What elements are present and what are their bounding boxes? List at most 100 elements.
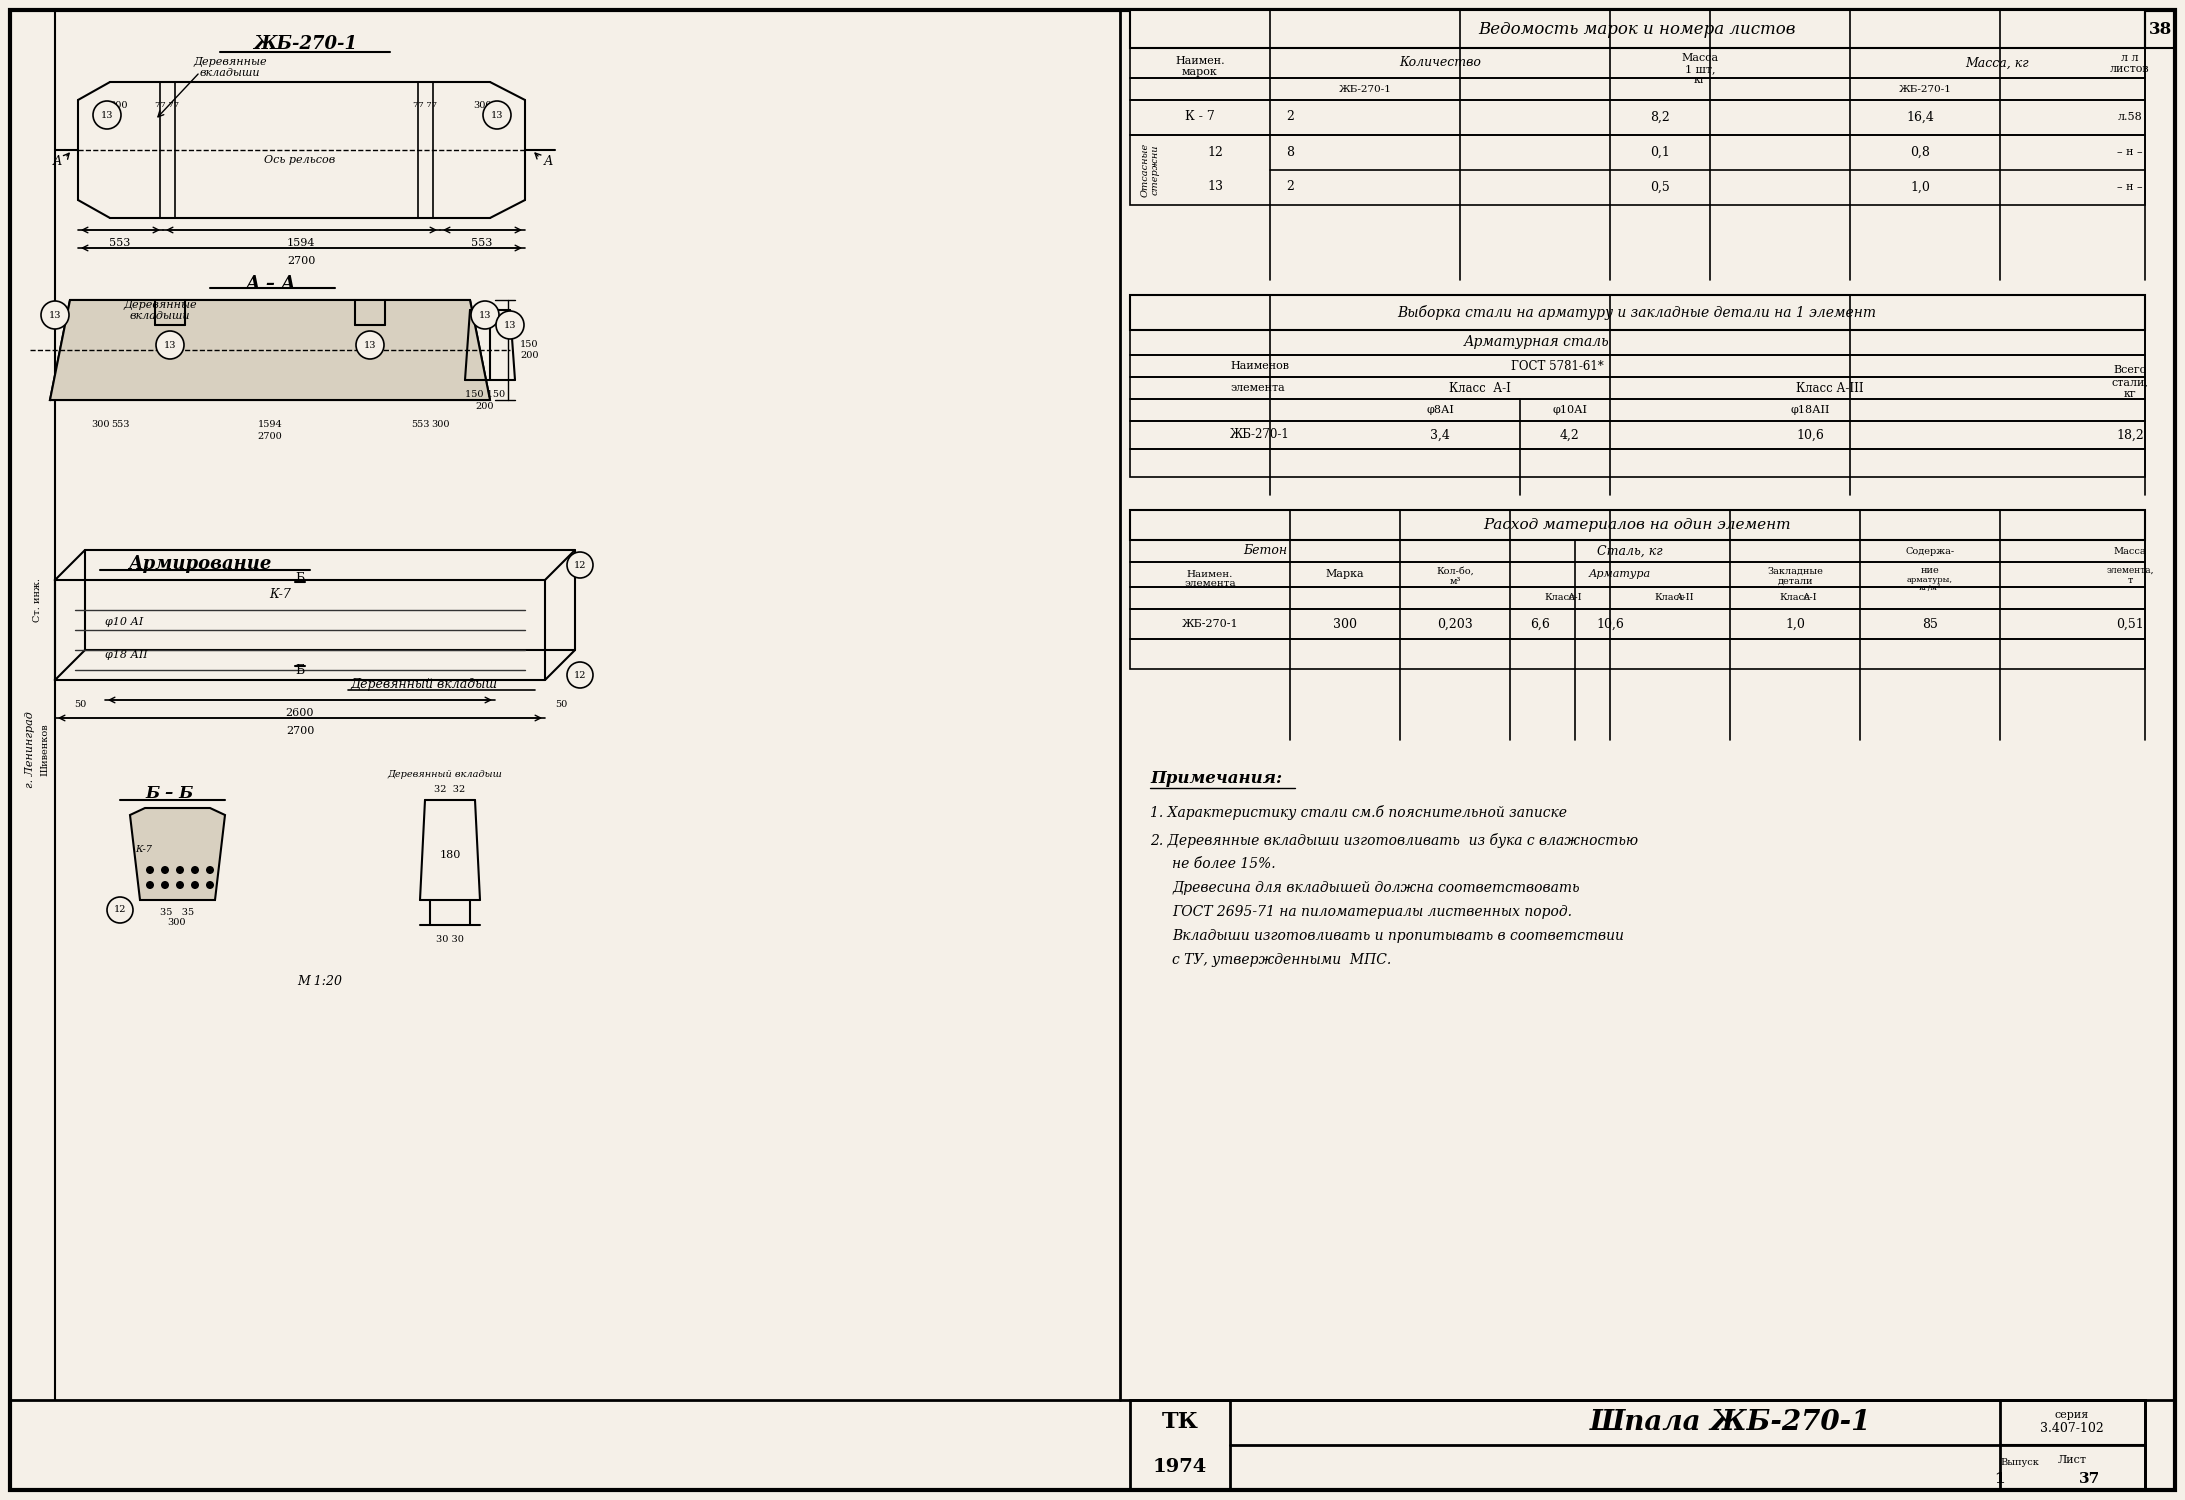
Circle shape — [496, 310, 524, 339]
Bar — [1130, 135, 2146, 206]
Text: л л: л л — [2122, 53, 2139, 63]
Text: 150 150: 150 150 — [465, 390, 505, 399]
Text: К-7: К-7 — [269, 588, 291, 602]
Text: Закладные: Закладные — [1768, 567, 1822, 576]
Text: А-II: А-II — [1676, 594, 1693, 603]
Text: Количество: Количество — [1398, 57, 1481, 69]
Bar — [1130, 48, 2146, 78]
Text: 300: 300 — [168, 918, 186, 927]
Text: А-I: А-I — [1803, 594, 1818, 603]
Text: ЖБ-270-1: ЖБ-270-1 — [1182, 620, 1239, 628]
Text: кг: кг — [1693, 75, 1706, 86]
Text: 18,2: 18,2 — [2115, 429, 2143, 441]
Circle shape — [472, 302, 498, 328]
Circle shape — [190, 880, 199, 890]
Bar — [1130, 609, 2146, 639]
Text: ЖБ-270-1: ЖБ-270-1 — [1339, 84, 1392, 93]
Text: – н –: – н – — [2117, 147, 2143, 158]
Text: Арматура: Арматура — [1588, 568, 1652, 579]
Text: Сталь, кг: Сталь, кг — [1597, 544, 1663, 558]
Text: Масса: Масса — [2113, 546, 2146, 555]
Circle shape — [94, 100, 120, 129]
Text: 50: 50 — [74, 700, 85, 709]
Text: с ТУ, утвержденными  МПС.: с ТУ, утвержденными МПС. — [1171, 952, 1392, 968]
Text: 13: 13 — [479, 310, 492, 320]
Text: Ось рельсов: Ось рельсов — [264, 154, 336, 165]
Circle shape — [177, 880, 184, 890]
Text: 4,2: 4,2 — [1560, 429, 1580, 441]
Text: 2. Деревянные вкладыши изготовливать  из бука с влажностью: 2. Деревянные вкладыши изготовливать из … — [1149, 833, 1639, 848]
Circle shape — [566, 662, 592, 688]
Text: т: т — [2128, 576, 2133, 585]
Circle shape — [566, 552, 592, 578]
Circle shape — [42, 302, 70, 328]
Polygon shape — [50, 300, 489, 400]
Text: 13: 13 — [363, 340, 376, 350]
Bar — [1130, 399, 2146, 422]
Text: 13: 13 — [505, 321, 516, 330]
Text: 200: 200 — [476, 402, 494, 411]
Circle shape — [146, 880, 153, 890]
Text: листов: листов — [2111, 64, 2150, 74]
Text: Масса: Масса — [1682, 53, 1720, 63]
Text: Содержа-: Содержа- — [1905, 546, 1956, 555]
Text: φ8АI: φ8АI — [1427, 405, 1453, 416]
Text: 1594: 1594 — [286, 238, 315, 248]
Text: Арматурная сталь: Арматурная сталь — [1464, 334, 1610, 350]
Text: 1974: 1974 — [1154, 1458, 1206, 1476]
Bar — [1130, 639, 2146, 669]
Text: 30 30: 30 30 — [437, 934, 463, 944]
Text: 13: 13 — [101, 111, 114, 120]
Bar — [1130, 100, 2146, 135]
Bar — [1130, 510, 2146, 540]
Text: ТК: ТК — [1162, 1412, 1197, 1432]
Bar — [1130, 10, 2146, 48]
Text: φ18АII: φ18АII — [1790, 405, 1829, 416]
Text: 85: 85 — [1923, 618, 1938, 630]
Text: Армирование: Армирование — [129, 555, 271, 573]
Text: 0,8: 0,8 — [1910, 146, 1929, 159]
Text: Класс: Класс — [1545, 594, 1575, 603]
Circle shape — [155, 332, 184, 358]
Text: не более 15%.: не более 15%. — [1171, 856, 1276, 871]
Text: 2700: 2700 — [258, 432, 282, 441]
Text: 553: 553 — [472, 238, 492, 248]
Text: Шпала ЖБ-270-1: Шпала ЖБ-270-1 — [1588, 1408, 1870, 1436]
Text: 32  32: 32 32 — [435, 784, 465, 794]
Text: А-I: А-I — [1567, 594, 1582, 603]
Text: вкладыши: вкладыши — [129, 310, 190, 321]
Bar — [2146, 10, 2174, 48]
Text: Расход материалов на один элемент: Расход материалов на один элемент — [1484, 518, 1792, 532]
Text: 553: 553 — [109, 238, 131, 248]
Text: Наименов: Наименов — [1230, 362, 1289, 370]
Text: Масса, кг: Масса, кг — [1964, 57, 2030, 69]
Text: 150
200: 150 200 — [520, 340, 538, 360]
Text: г. Ленинград: г. Ленинград — [24, 711, 35, 789]
Text: Марка: Марка — [1326, 568, 1363, 579]
Text: кг: кг — [2124, 388, 2137, 399]
Text: А: А — [544, 154, 553, 168]
Text: ЖБ-270-1: ЖБ-270-1 — [1899, 84, 1951, 93]
Polygon shape — [129, 808, 225, 900]
Text: 10,6: 10,6 — [1595, 618, 1623, 630]
Text: 13: 13 — [164, 340, 177, 350]
Text: Класс  А-I: Класс А-I — [1449, 381, 1512, 394]
Text: 300: 300 — [430, 420, 450, 429]
Text: φ18 АII: φ18 АII — [105, 650, 149, 660]
Text: А: А — [52, 154, 61, 168]
Text: л.58: л.58 — [2117, 112, 2141, 122]
Text: 12: 12 — [575, 561, 586, 570]
Text: Класс: Класс — [1781, 594, 1809, 603]
Text: стали,: стали, — [2111, 376, 2148, 387]
Text: элемента: элемента — [1230, 382, 1285, 393]
Text: серия: серия — [2054, 1410, 2089, 1420]
Text: 2: 2 — [1287, 111, 1294, 123]
Text: Бетон: Бетон — [1243, 544, 1287, 558]
Text: ЖБ-270-1: ЖБ-270-1 — [253, 34, 356, 53]
Text: Древесина для вкладышей должна соответствовать: Древесина для вкладышей должна соответст… — [1171, 880, 1580, 896]
Text: 8: 8 — [1287, 146, 1294, 159]
Text: φ10 АI: φ10 АI — [105, 616, 144, 627]
Text: – н –: – н – — [2117, 182, 2143, 192]
Text: 13: 13 — [492, 111, 503, 120]
Text: Кол-бо,: Кол-бо, — [1436, 567, 1475, 576]
